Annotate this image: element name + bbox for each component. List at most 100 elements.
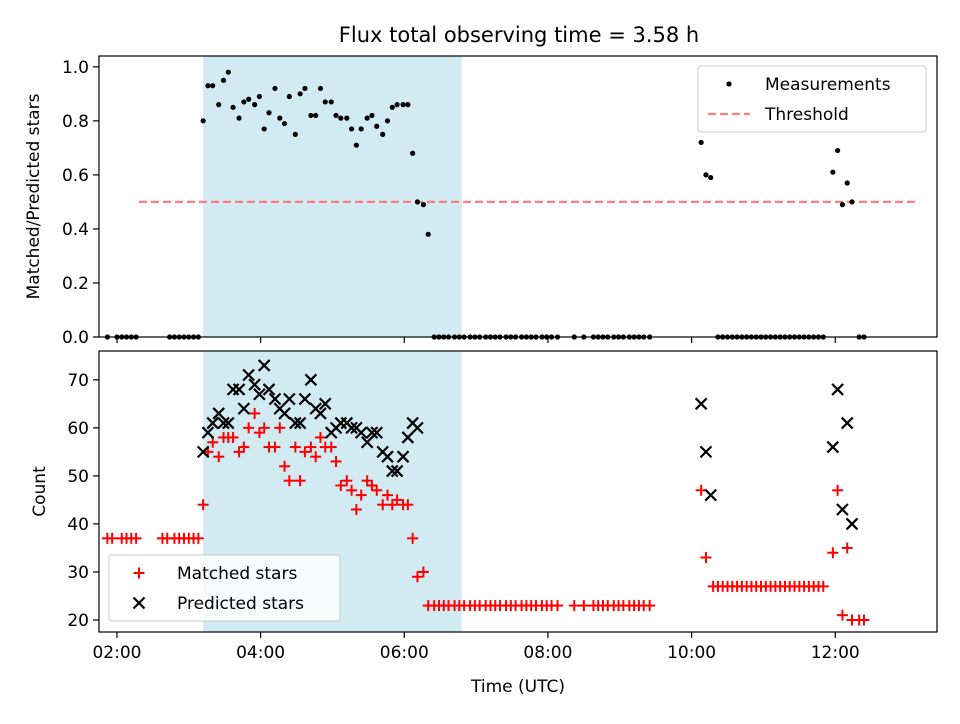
matched-star-point — [197, 499, 209, 511]
predicted-star-point — [237, 402, 251, 415]
measurement-point — [308, 112, 314, 119]
measurement-point — [344, 115, 350, 121]
predicted-star-point — [196, 445, 210, 459]
measurement-point — [277, 115, 283, 121]
matched-star-point — [858, 614, 870, 626]
matched-star-point — [289, 441, 301, 453]
chart-title: Flux total observing time = 3.58 h — [339, 23, 699, 47]
top-ytick-label: 1.0 — [62, 58, 89, 78]
predicted-star-point — [242, 368, 255, 382]
predicted-star-point — [836, 503, 849, 516]
measurement-point — [380, 131, 386, 137]
predicted-star-point — [217, 416, 230, 430]
bottom-y-axis-label: Count — [30, 466, 50, 517]
bottom-xtick-label: 08:00 — [523, 643, 572, 663]
measurement-point — [394, 102, 400, 108]
matched-star-point — [350, 504, 362, 516]
top-ytick-label: 0.2 — [62, 274, 89, 294]
top-ytick-label: 0.0 — [62, 328, 89, 348]
matched-star-point — [335, 479, 347, 491]
predicted-star-point — [253, 387, 266, 401]
legend-x-glyph — [132, 596, 146, 610]
measurement-point — [400, 102, 406, 108]
measurement-point — [302, 85, 308, 92]
legend-label-predicted-stars: Predicted stars — [177, 594, 304, 614]
measurement-point — [708, 174, 714, 181]
matched-star-point — [832, 484, 844, 496]
bottom-ytick-label: 20 — [67, 611, 89, 631]
predicted-star-point — [694, 397, 708, 411]
bottom-xtick-label: 12:00 — [811, 643, 860, 663]
measurement-point — [216, 102, 222, 108]
bottom-ytick-label: 60 — [67, 419, 89, 439]
bottom-legend: Matched stars Predicted stars — [108, 554, 341, 622]
predicted-star-point — [411, 421, 424, 435]
matched-star-point — [836, 609, 848, 621]
top-ytick-label: 0.8 — [62, 112, 89, 132]
measurement-point — [420, 202, 427, 208]
bottom-ytick-label: 70 — [67, 371, 89, 391]
legend-label-matched-stars: Matched stars — [177, 564, 297, 584]
legend-plus-glyph — [133, 567, 145, 579]
predicted-star-point — [401, 431, 415, 444]
predicted-star-point — [845, 517, 859, 531]
matched-star-point — [366, 479, 378, 491]
predicted-star-point — [304, 373, 318, 387]
measurement-point — [225, 69, 231, 75]
predicted-star-point — [396, 450, 410, 463]
measurement-point — [246, 96, 252, 102]
matched-star-point — [827, 547, 839, 559]
measurement-point — [328, 99, 334, 105]
matched-star-point — [305, 441, 317, 453]
predicted-star-point — [257, 359, 271, 372]
predicted-star-point — [365, 426, 379, 439]
legend-label-threshold: Threshold — [764, 105, 849, 125]
predicted-star-point — [268, 392, 282, 406]
predicted-star-point — [840, 416, 854, 430]
predicted-star-point — [831, 383, 844, 396]
matched-star-point — [243, 422, 255, 434]
predicted-star-point — [386, 464, 399, 478]
matched-star-point — [361, 475, 373, 487]
predicted-star-point — [289, 416, 302, 430]
matched-star-point — [417, 566, 429, 578]
measurement-point — [241, 99, 247, 105]
measurement-point — [210, 83, 216, 89]
matched-star-point — [283, 475, 295, 487]
measurement-point — [384, 118, 391, 124]
predicted-star-point — [699, 445, 713, 459]
predicted-star-point — [248, 378, 261, 391]
legend-marker-predicted — [132, 596, 146, 610]
bottom-xtick-label: 04:00 — [236, 643, 285, 663]
matched-star-point — [192, 532, 204, 544]
matched-star-point — [644, 600, 656, 612]
matched-star-point — [402, 499, 414, 511]
matched-star-point — [294, 475, 306, 487]
bottom-xtick-label: 06:00 — [380, 643, 429, 663]
measurement-point — [374, 123, 380, 129]
bottom-ytick-label: 40 — [67, 515, 89, 535]
measurement-point — [835, 147, 841, 154]
matched-star-point — [330, 455, 342, 467]
measurement-point — [200, 118, 206, 124]
predicted-star-point — [354, 426, 368, 439]
measurement-point — [849, 199, 855, 205]
measurement-point — [364, 115, 370, 121]
measurement-point — [358, 126, 364, 132]
top-legend: Measurements Threshold — [697, 65, 927, 133]
bottom-xtick-label: 10:00 — [667, 643, 716, 663]
matched-star-point — [238, 441, 250, 453]
measurement-point — [703, 172, 709, 178]
matched-star-point — [841, 542, 853, 554]
measurement-point — [353, 142, 359, 148]
measurement-point — [286, 93, 292, 100]
matched-star-point — [253, 427, 265, 439]
matched-star-point — [233, 446, 245, 458]
predicted-star-point — [278, 407, 291, 420]
measurement-point — [252, 102, 258, 108]
predicted-star-point — [201, 426, 215, 439]
measurement-point — [844, 180, 850, 186]
measurement-point — [256, 93, 263, 100]
predicted-star-point — [360, 435, 374, 449]
